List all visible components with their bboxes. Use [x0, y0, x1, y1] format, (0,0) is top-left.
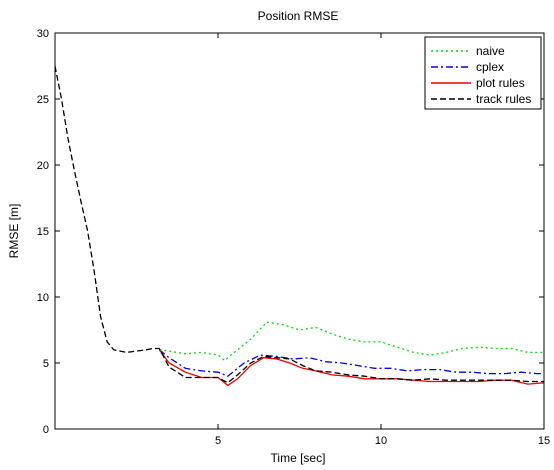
x-tick-label: 5 [215, 435, 221, 447]
series-line-naive [159, 321, 544, 362]
y-tick-label: 30 [37, 28, 49, 40]
series-line-track-rules [55, 65, 544, 384]
legend-label: track rules [476, 92, 531, 106]
y-axis-label: RMSE [m] [7, 204, 21, 259]
legend-box [424, 36, 542, 110]
legend-label: plot rules [476, 76, 525, 90]
series-line-cplex [158, 349, 544, 377]
x-tick-label: 10 [375, 435, 387, 447]
y-tick-label: 5 [43, 358, 49, 370]
x-axis-label: Time [sec] [271, 451, 326, 465]
chart-title: Position RMSE [258, 9, 339, 23]
series-line-plot-rules [158, 349, 544, 387]
legend-label: naive [476, 44, 505, 58]
y-tick-label: 10 [37, 292, 49, 304]
y-tick-label: 15 [37, 226, 49, 238]
y-tick-label: 20 [37, 160, 49, 172]
legend: naive cplex plot rules track rules [424, 36, 542, 110]
legend-label: cplex [476, 60, 504, 74]
y-tick-label: 0 [43, 424, 49, 436]
x-tick-label: 15 [538, 435, 550, 447]
y-tick-label: 25 [37, 94, 49, 106]
